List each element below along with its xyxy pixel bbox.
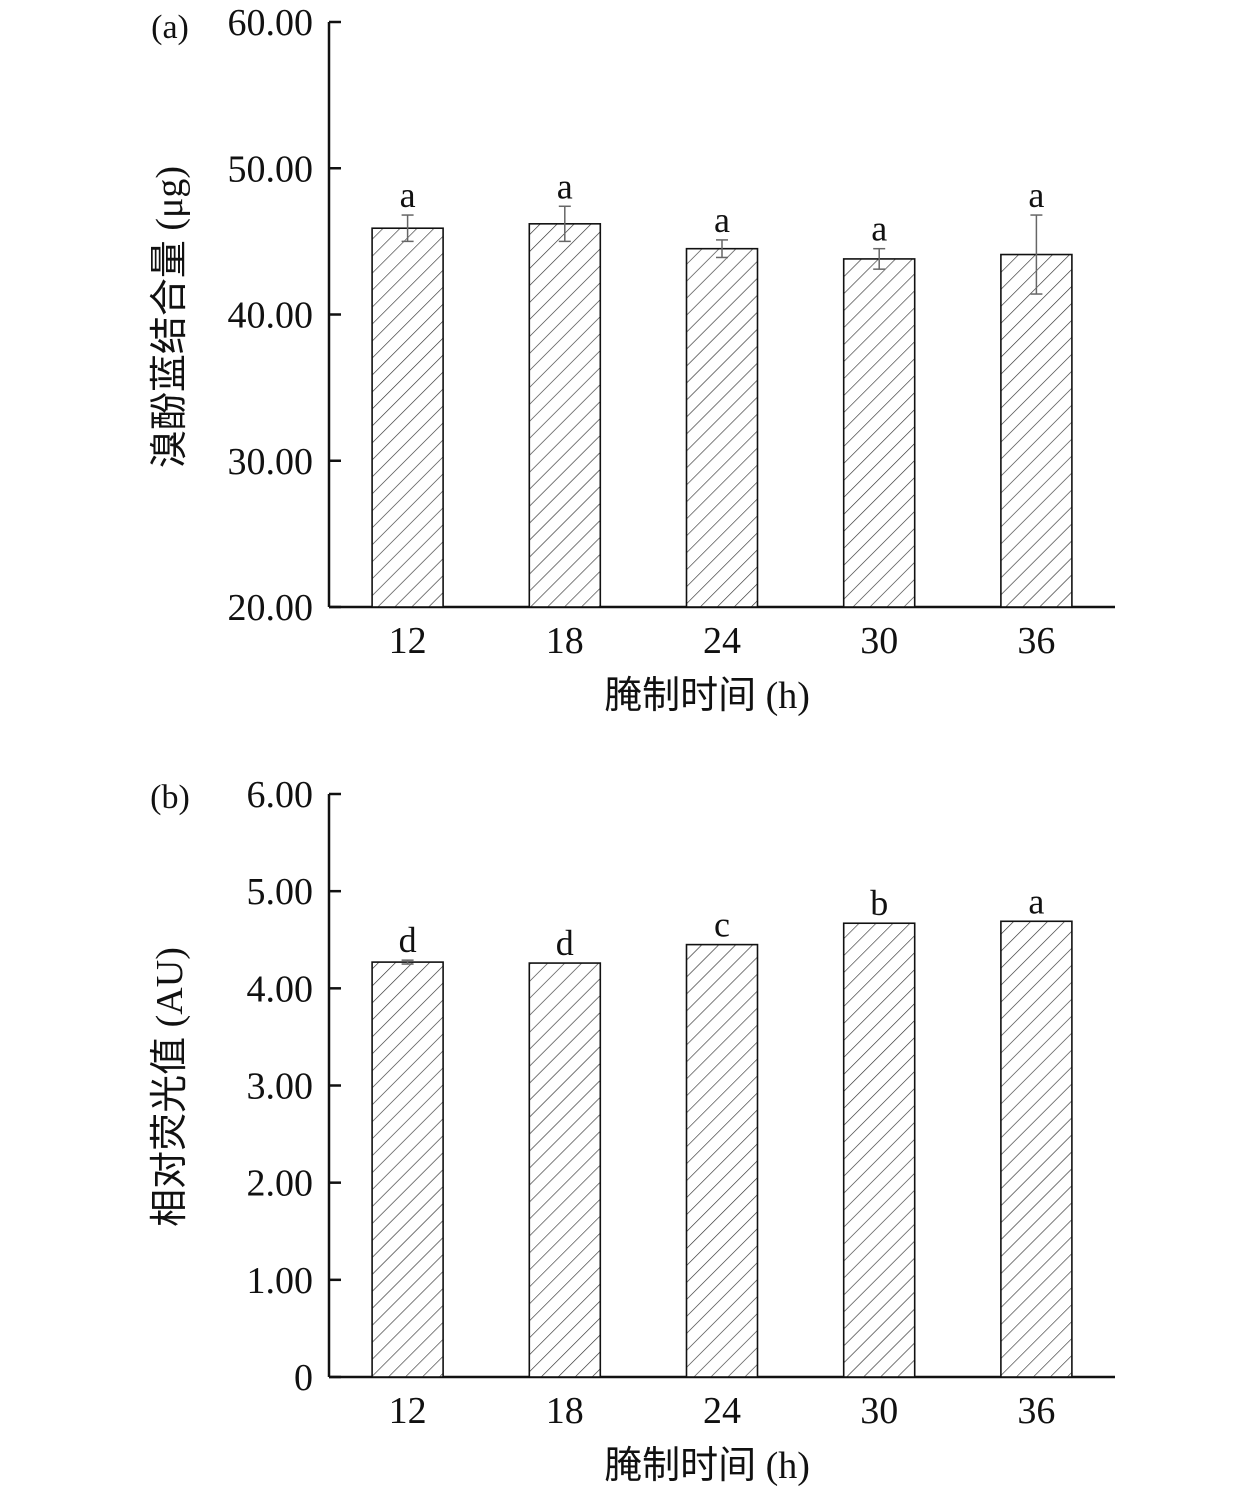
panel-a-bar [371,227,444,608]
panel-a-y-tick-label: 30.00 [228,441,314,483]
panel-b-label: (b) [150,779,190,816]
panel-a-bar [685,247,759,608]
panel-a-significance-letter: a [871,209,887,249]
panel-b-bar [1000,920,1073,1378]
panel-a-y-tick-label: 40.00 [228,295,314,337]
panel-b-significance-letter: c [714,905,730,945]
panel-a-y-axis-title: 溴酚蓝结合量 (μg) [149,166,191,468]
panel-a-significance-letter: a [1028,175,1044,215]
panel-b-bar [528,962,602,1378]
panel-b-bar [842,922,916,1378]
panel-b-y-axis-title: 相对荧光值 (AU) [149,947,191,1227]
panel-a-y-tick-label: 50.00 [228,148,314,190]
panel-b-plot: 0 1.00 2.00 3.00 4.00 5.00 6.00 d 12 d 18 c 24 b 30 a 36 [247,774,1115,1432]
panel-b-y-tick-label: 5.00 [247,871,314,913]
panel-b-y-tick-label: 2.00 [247,1163,314,1205]
panel-a-significance-letter: a [400,175,416,215]
panel-a-x-tick-label: 36 [1017,620,1055,662]
panel-b-y-tick-label: 1.00 [247,1260,314,1302]
panel-a-bar [842,258,916,608]
panel-a-bar [1000,253,1073,608]
panel-a-y-tick-label: 60.00 [228,2,314,44]
panel-a: (a) 20.00 30.00 40.00 50.00 60.00 a 12 a 18 a 24 a 3… [149,2,1115,717]
panel-b-x-tick-label: 30 [860,1390,898,1432]
panel-b-x-tick-label: 18 [546,1390,584,1432]
panel-a-significance-letter: a [714,200,730,240]
panel-a-bar [528,223,602,608]
panel-b-x-tick-label: 12 [389,1390,427,1432]
panel-b-y-tick-label: 3.00 [247,1066,314,1108]
panel-a-x-tick-label: 12 [389,620,427,662]
panel-b-x-tick-label: 24 [703,1390,741,1432]
panel-a-x-tick-label: 24 [703,620,741,662]
panel-b-bar [685,943,759,1378]
panel-b-y-tick-label: 6.00 [247,774,314,816]
panel-b-bar [371,961,444,1378]
panel-a-significance-letter: a [557,166,573,206]
panel-b-significance-letter: b [870,883,888,923]
panel-a-y-tick-label: 20.00 [228,587,314,629]
panel-b-x-axis-title: 腌制时间 (h) [604,1445,810,1487]
panel-a-plot: 20.00 30.00 40.00 50.00 60.00 a 12 a 18 a 24 a 30 a 36 [228,2,1115,662]
panel-a-label: (a) [151,9,189,46]
panel-a-x-tick-label: 30 [860,620,898,662]
panel-b-x-tick-label: 36 [1017,1390,1055,1432]
panel-b-significance-letter: a [1028,881,1044,921]
panel-b-significance-letter: d [399,920,417,960]
panel-a-x-axis-title: 腌制时间 (h) [604,675,810,717]
panel-a-x-tick-label: 18 [546,620,584,662]
panel-b-y-tick-label: 0 [294,1357,313,1399]
panel-b: (b) 0 1.00 2.00 3.00 4.00 5.00 6.00 d 12 d 18 c 24 b 3… [149,774,1115,1487]
panel-b-significance-letter: d [556,923,574,963]
panel-b-y-tick-label: 4.00 [247,968,314,1010]
